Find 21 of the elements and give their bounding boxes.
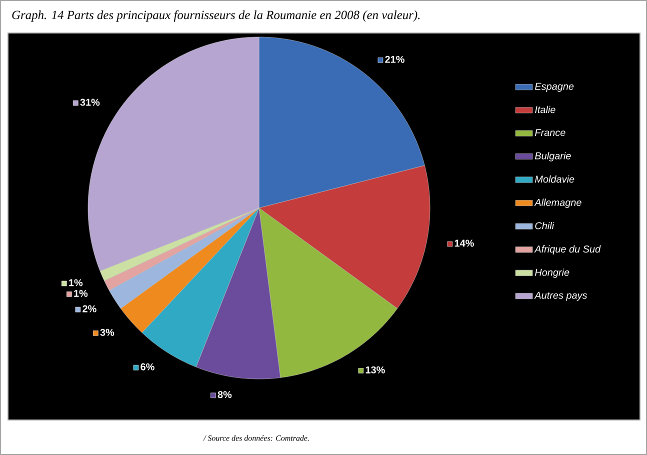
data-label: 1% [69, 279, 83, 286]
data-label: 31% [80, 98, 100, 106]
data-label: 13% [366, 366, 385, 374]
legend-label: Moldavie [534, 175, 574, 183]
data-label: 3% [100, 328, 114, 336]
legend-label: Bulgarie [534, 152, 571, 162]
data-label: 14% [454, 240, 474, 247]
data-label: 6% [140, 363, 154, 370]
data-label: 8% [218, 391, 232, 398]
legend-label: Hongrie [534, 268, 570, 278]
data-label: 1% [74, 290, 88, 297]
legend-label: Italie [535, 106, 556, 114]
legend-label: France [534, 129, 566, 136]
legend-label: Allemagne [534, 198, 582, 208]
legend-label: Chili [535, 222, 554, 230]
chart-title: Graph. 14 Parts des principaux fournisseurs de la Roumanie en 2008 (en valeur). [12, 10, 420, 22]
legend-label: Espagne [534, 82, 574, 92]
data-label: 21% [385, 56, 404, 63]
data-label: 2% [82, 305, 96, 312]
legend-label: Afrique du Sud [534, 245, 601, 255]
legend-label: Autres pays [534, 292, 588, 301]
